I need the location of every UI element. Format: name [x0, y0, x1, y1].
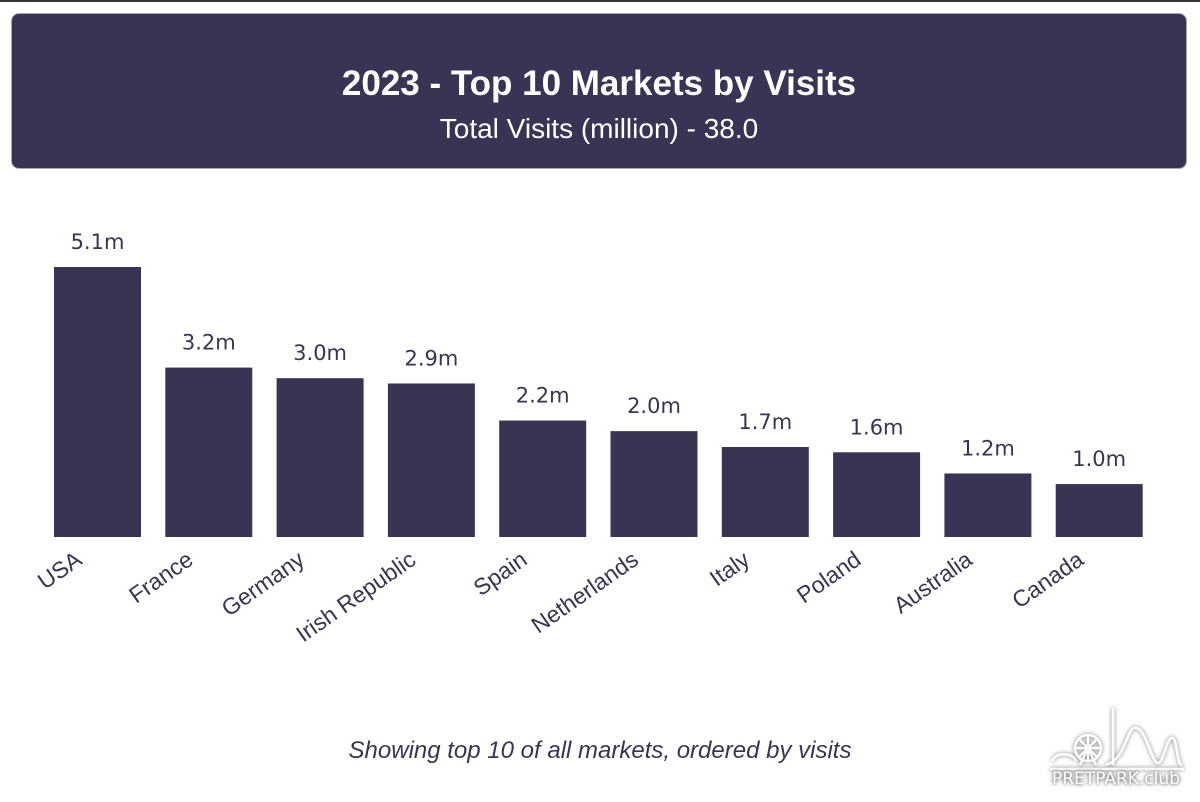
- data-label: 3.2m: [182, 331, 236, 355]
- category-label: Germany: [217, 546, 310, 622]
- bar-germany: [276, 378, 364, 537]
- data-label: 3.0m: [293, 341, 347, 365]
- data-label: 5.1m: [71, 230, 125, 254]
- category-label: Poland: [792, 546, 866, 608]
- bar-poland: [833, 452, 921, 537]
- category-label: France: [124, 546, 198, 608]
- footnote: Showing top 10 of all markets, ordered b…: [348, 737, 852, 764]
- category-label: USA: [33, 545, 87, 594]
- data-label: 2.2m: [516, 384, 570, 408]
- bar-spain: [499, 420, 587, 537]
- category-label: Australia: [889, 546, 977, 619]
- category-label: Italy: [705, 546, 755, 592]
- category-label: Irish Republic: [291, 546, 420, 647]
- bar-italy: [721, 447, 809, 537]
- category-label: Spain: [468, 546, 531, 601]
- chart-header: 2023 - Top 10 Markets by Visits Total Vi…: [11, 13, 1187, 169]
- chart-subtitle: Total Visits (million) - 38.0: [439, 113, 759, 144]
- data-label: 1.2m: [961, 436, 1015, 460]
- bar-usa: [54, 267, 141, 537]
- bar-netherlands: [610, 431, 698, 537]
- bar-canada: [1055, 484, 1143, 537]
- top-border: [0, 0, 1200, 2]
- bar-irish-republic: [387, 383, 475, 537]
- data-label: 2.9m: [404, 346, 458, 370]
- logo-text: PRETPARK.club: [1052, 769, 1180, 789]
- category-label: Netherlands: [526, 546, 643, 638]
- bar-australia: [944, 473, 1032, 537]
- pretpark-logo: PRETPARK.club: [1046, 703, 1186, 795]
- data-label: 1.7m: [738, 410, 792, 434]
- data-label: 1.0m: [1072, 447, 1126, 471]
- bar-france: [165, 367, 253, 537]
- data-label: 1.6m: [850, 415, 904, 439]
- category-label: Canada: [1007, 546, 1088, 614]
- chart-title: 2023 - Top 10 Markets by Visits: [341, 64, 857, 103]
- data-label: 2.0m: [627, 394, 681, 418]
- bar-chart: 5.1m USA 3.2m France 3.0m Germany 2.9m Irish Re…: [33, 230, 1143, 647]
- amusement-park-icon: [1050, 708, 1184, 771]
